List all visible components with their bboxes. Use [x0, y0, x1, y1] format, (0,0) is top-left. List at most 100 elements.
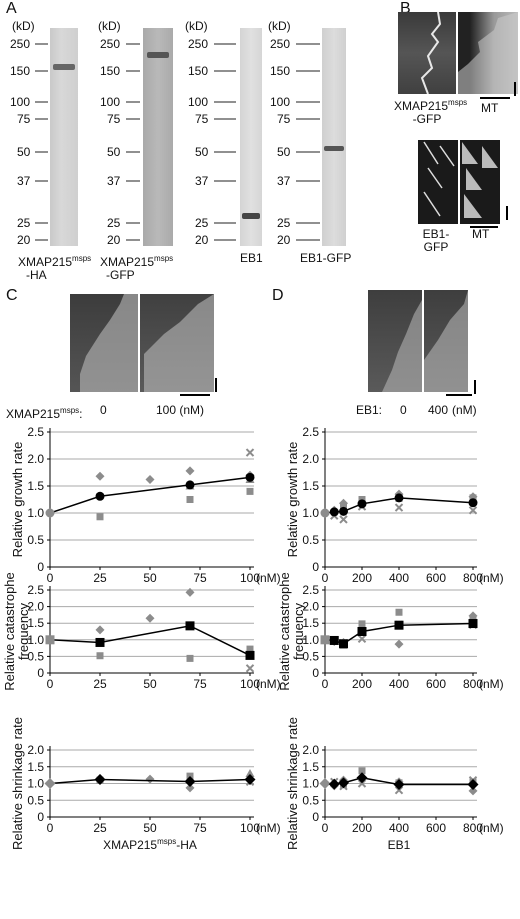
replicate-point [394, 503, 404, 512]
conc-unit: (nM) [452, 403, 477, 417]
x-tick-label: 200 [352, 677, 372, 691]
marker-label: 150 [100, 64, 121, 78]
lane-label-xmap-ha: XMAP215msps -HA [18, 252, 91, 282]
marker-label: 150 [270, 64, 291, 78]
kymograph-trace [144, 294, 214, 392]
lane-label-eb1: EB1 [240, 251, 263, 265]
marker-label: 250 [188, 37, 209, 51]
mean-point [245, 472, 255, 482]
y-tick-label: 0 [37, 560, 44, 574]
x-tick-label: 400 [389, 677, 409, 691]
marker-ladder: 250 150 100 75 50 37 25 20 [10, 38, 60, 248]
mean-point [468, 619, 478, 629]
replicate-point [246, 487, 254, 495]
y-tick-label: 1.5 [27, 760, 44, 774]
mean-point [244, 773, 256, 785]
replicate-point [185, 587, 195, 597]
kymograph-c-100 [140, 294, 214, 392]
lane-label-eb1-gfp: EB1-GFP [300, 251, 352, 265]
mean-point [394, 493, 404, 503]
marker-label: 250 [10, 37, 31, 51]
marker-label: 25 [17, 216, 31, 230]
mean-point [45, 635, 55, 645]
mean-point [329, 507, 339, 517]
scale-bar [215, 378, 217, 392]
x-tick-label: 0 [47, 677, 54, 691]
mean-point [95, 637, 105, 647]
mean-point [338, 777, 349, 789]
x-tick-label: 50 [143, 677, 157, 691]
x-tick-label: 600 [426, 821, 446, 835]
mean-point [45, 508, 55, 518]
kymograph-d-400 [424, 290, 468, 392]
mean-point [394, 620, 404, 630]
gel-band [147, 52, 169, 58]
y-tick-label: 0.5 [302, 649, 319, 663]
mean-point [468, 498, 478, 508]
y-tick-label: 0 [312, 810, 319, 824]
replicate-point [96, 513, 104, 521]
y-tick-label: 2.0 [27, 452, 44, 466]
scale-bar [470, 226, 498, 228]
y-tick-label: 2.0 [27, 600, 44, 614]
replicate-point [185, 466, 195, 476]
x-unit-label: (nM) [256, 821, 281, 835]
kymo-label-text: XMAP215 [394, 99, 449, 113]
x-axis-label: EB1 [388, 838, 411, 852]
replicate-point [95, 471, 105, 481]
replicate-point [96, 652, 104, 660]
mean-line [49, 625, 251, 657]
replicate-point [245, 768, 255, 777]
marker-label: 37 [17, 174, 31, 188]
kymograph-mt-top [458, 12, 518, 94]
x-tick-label: 0 [322, 821, 329, 835]
y-tick-label: 1.5 [27, 616, 44, 630]
scale-bar [480, 97, 510, 99]
kymograph-trace [423, 141, 455, 217]
x-tick-label: 800 [463, 821, 483, 835]
marker-label: 25 [277, 216, 291, 230]
lane-label-text: -HA [26, 268, 47, 282]
x-tick-label: 25 [93, 571, 107, 585]
y-tick-label: 1.5 [302, 616, 319, 630]
marker-label: 100 [188, 95, 209, 109]
x-tick-label: 0 [47, 571, 54, 585]
kymograph-xmap-gfp [398, 12, 456, 94]
marker-label: 50 [107, 145, 121, 159]
x-tick-label: 400 [389, 821, 409, 835]
x-unit-label: (nM) [479, 821, 504, 835]
x-unit-label: (nM) [256, 571, 281, 585]
y-tick-label: 2.5 [27, 425, 44, 439]
x-unit-label: (nM) [479, 571, 504, 585]
mean-line [49, 476, 251, 514]
conc-label: 0 [100, 403, 107, 417]
gel-lane [143, 28, 173, 246]
condition-sup: msps [60, 406, 80, 415]
y-tick-label: 1.0 [302, 777, 319, 791]
scale-bar [474, 380, 476, 394]
kymo-label-sup: msps [448, 98, 468, 107]
marker-label: 150 [10, 64, 31, 78]
mean-point [320, 508, 330, 518]
mean-point [94, 773, 106, 785]
y-tick-label: 2.0 [302, 452, 319, 466]
lane-label-text: XMAP215 [100, 255, 155, 269]
mean-point [329, 635, 339, 645]
y-tick-label: 0 [312, 666, 319, 680]
replicate-point [357, 779, 367, 788]
replicate-point [358, 767, 366, 775]
marker-label: 20 [277, 233, 291, 247]
lane-label-xmap-gfp: XMAP215msps -GFP [100, 252, 173, 282]
y-axis-label: Relative catastrophe [2, 572, 17, 691]
y-tick-label: 0.5 [27, 649, 44, 663]
kymograph-c-0 [70, 294, 138, 392]
x-tick-label: 800 [463, 677, 483, 691]
y-tick-label: 0 [37, 666, 44, 680]
mean-point [320, 635, 330, 645]
mean-point [328, 778, 340, 790]
marker-ticks [126, 43, 140, 241]
marker-label: 150 [188, 64, 209, 78]
kymo-label-mt: MT [481, 101, 499, 115]
x-tick-label: 25 [93, 677, 107, 691]
